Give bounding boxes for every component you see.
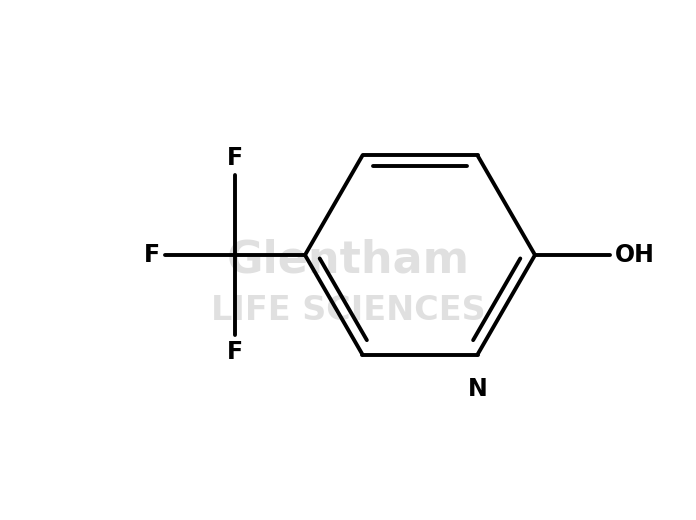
- Text: LIFE SCIENCES: LIFE SCIENCES: [211, 293, 485, 327]
- Text: OH: OH: [615, 243, 655, 267]
- Text: N: N: [468, 376, 487, 400]
- Text: F: F: [227, 340, 243, 364]
- Text: F: F: [144, 243, 160, 267]
- Text: Glentham: Glentham: [226, 239, 470, 281]
- Text: F: F: [227, 146, 243, 170]
